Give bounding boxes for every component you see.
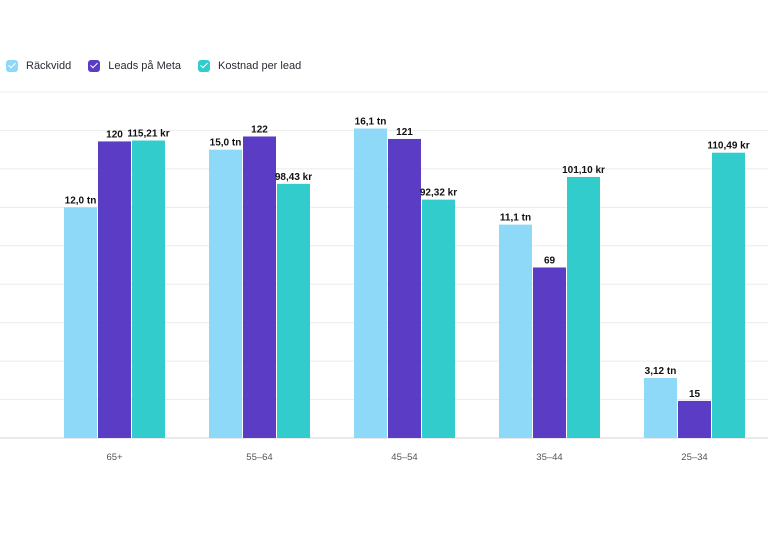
bar-value-label: 15,0 tn	[210, 138, 242, 149]
legend-label: Leads på Meta	[108, 60, 182, 72]
bar[interactable]	[64, 207, 97, 438]
bar-value-label: 12,0 tn	[65, 195, 97, 206]
bar-value-label: 69	[544, 255, 556, 266]
legend-label: Kostnad per lead	[218, 60, 302, 72]
checkbox-icon[interactable]	[198, 60, 211, 72]
legend-item-rackvidd[interactable]: Räckvidd	[6, 60, 71, 72]
checkbox-icon[interactable]	[6, 60, 18, 72]
bar[interactable]	[533, 267, 566, 438]
bar-value-label: 115,21 kr	[127, 129, 169, 140]
checkbox-icon[interactable]	[88, 60, 101, 72]
bar[interactable]	[388, 138, 421, 438]
bar-value-label: 3,12 tn	[645, 366, 677, 377]
bar[interactable]	[277, 183, 310, 438]
bar[interactable]	[644, 378, 677, 438]
x-tick-label: 25–34	[681, 452, 707, 463]
x-tick-label: 45–54	[391, 452, 417, 463]
bar[interactable]	[132, 140, 165, 438]
bar[interactable]	[98, 141, 131, 438]
bar[interactable]	[422, 199, 455, 438]
bar-value-label: 92,32 kr	[420, 188, 457, 199]
bar-value-label: 121	[396, 127, 413, 138]
legend-item-leads[interactable]: Leads på Meta	[88, 60, 181, 72]
x-tick-label: 65+	[106, 452, 123, 463]
bar-value-label: 16,1 tn	[355, 117, 387, 128]
x-tick-label: 35–44	[536, 452, 562, 463]
bar-value-label: 101,10 kr	[562, 165, 605, 176]
bar[interactable]	[678, 400, 711, 438]
x-tick-label: 55–64	[246, 452, 272, 463]
bar-value-label: 120	[106, 129, 123, 140]
bar-value-label: 122	[251, 124, 268, 135]
bar[interactable]	[243, 136, 276, 438]
bar-value-label: 15	[689, 389, 701, 400]
legend: Räckvidd Leads på Meta Kostnad per lead	[6, 57, 301, 75]
bar-value-label: 110,49 kr	[707, 141, 749, 152]
bar[interactable]	[567, 176, 600, 438]
legend-item-kostnad[interactable]: Kostnad per lead	[198, 60, 301, 72]
legend-label: Räckvidd	[26, 60, 72, 72]
bar-value-label: 11,1 tn	[500, 213, 531, 224]
bar[interactable]	[712, 152, 745, 438]
bar[interactable]	[209, 149, 242, 438]
bar[interactable]	[499, 224, 532, 438]
bar[interactable]	[354, 128, 387, 438]
bar-value-label: 98,43 kr	[275, 172, 312, 183]
